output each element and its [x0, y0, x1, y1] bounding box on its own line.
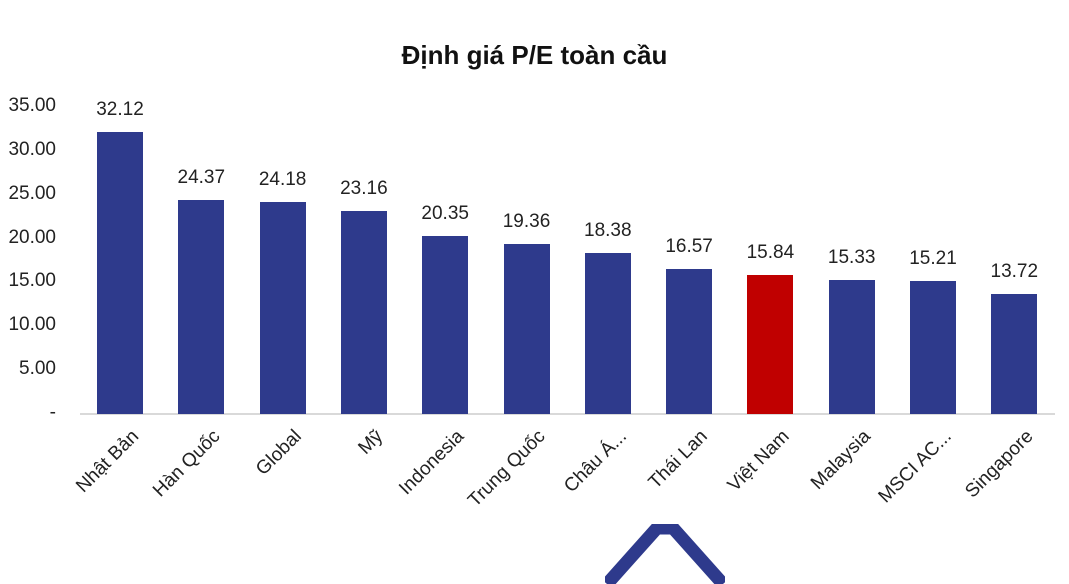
chevron-up-logo-icon: [605, 524, 725, 584]
y-tick-label: 10.00: [8, 314, 56, 336]
bar: [828, 279, 875, 414]
y-tick-label: 30.00: [8, 138, 56, 160]
x-tick-label: Việt Nam: [723, 426, 794, 496]
x-tick-label: Mỹ: [353, 426, 387, 459]
x-tick-label: Hàn Quốc: [148, 426, 225, 502]
y-tick-label: -: [49, 402, 56, 423]
bar: [422, 235, 469, 414]
chart-title: Định giá P/E toàn cầu: [401, 40, 668, 70]
value-label: 32.12: [96, 99, 144, 121]
y-tick-label: 15.00: [8, 270, 56, 292]
x-tick-label: Châu Á...: [559, 426, 631, 497]
bar: [910, 280, 956, 414]
x-tick-label: Nhật Bản: [71, 426, 143, 497]
bar: [747, 275, 794, 414]
bar: [259, 201, 306, 414]
x-tick-label: Indonesia: [394, 426, 469, 500]
y-tick-label: 35.00: [8, 95, 56, 116]
x-tick-label: Global: [251, 426, 306, 480]
value-label: 19.36: [502, 211, 551, 233]
bar: [503, 244, 550, 414]
bar: [991, 293, 1038, 414]
value-label: 20.35: [421, 202, 469, 224]
bar: [666, 268, 713, 414]
value-label: 13.72: [990, 260, 1039, 282]
y-tick-label: 5.00: [19, 358, 56, 380]
x-tick-label: Trung Quốc: [464, 426, 550, 512]
x-tick-label: Singapore: [961, 426, 1038, 503]
value-label: 16.57: [665, 235, 713, 257]
y-tick-label: 20.00: [8, 226, 56, 248]
bar: [97, 132, 143, 414]
x-tick-label: MSCI AC...: [874, 426, 956, 508]
value-label: 24.18: [258, 168, 307, 190]
value-label: 15.21: [909, 247, 957, 269]
value-label: 18.38: [584, 219, 632, 241]
value-label: 24.37: [177, 167, 226, 189]
value-label: 15.33: [827, 246, 876, 268]
x-tick-label: Thái Lan: [644, 426, 712, 494]
bar: [340, 210, 387, 414]
bar: [178, 200, 225, 414]
value-label: 23.16: [340, 177, 388, 199]
x-axis-line: [80, 413, 1055, 415]
y-tick-label: 25.00: [8, 182, 56, 204]
value-label: 15.84: [746, 242, 795, 264]
bar: [584, 252, 631, 414]
x-tick-label: Malaysia: [806, 426, 875, 494]
